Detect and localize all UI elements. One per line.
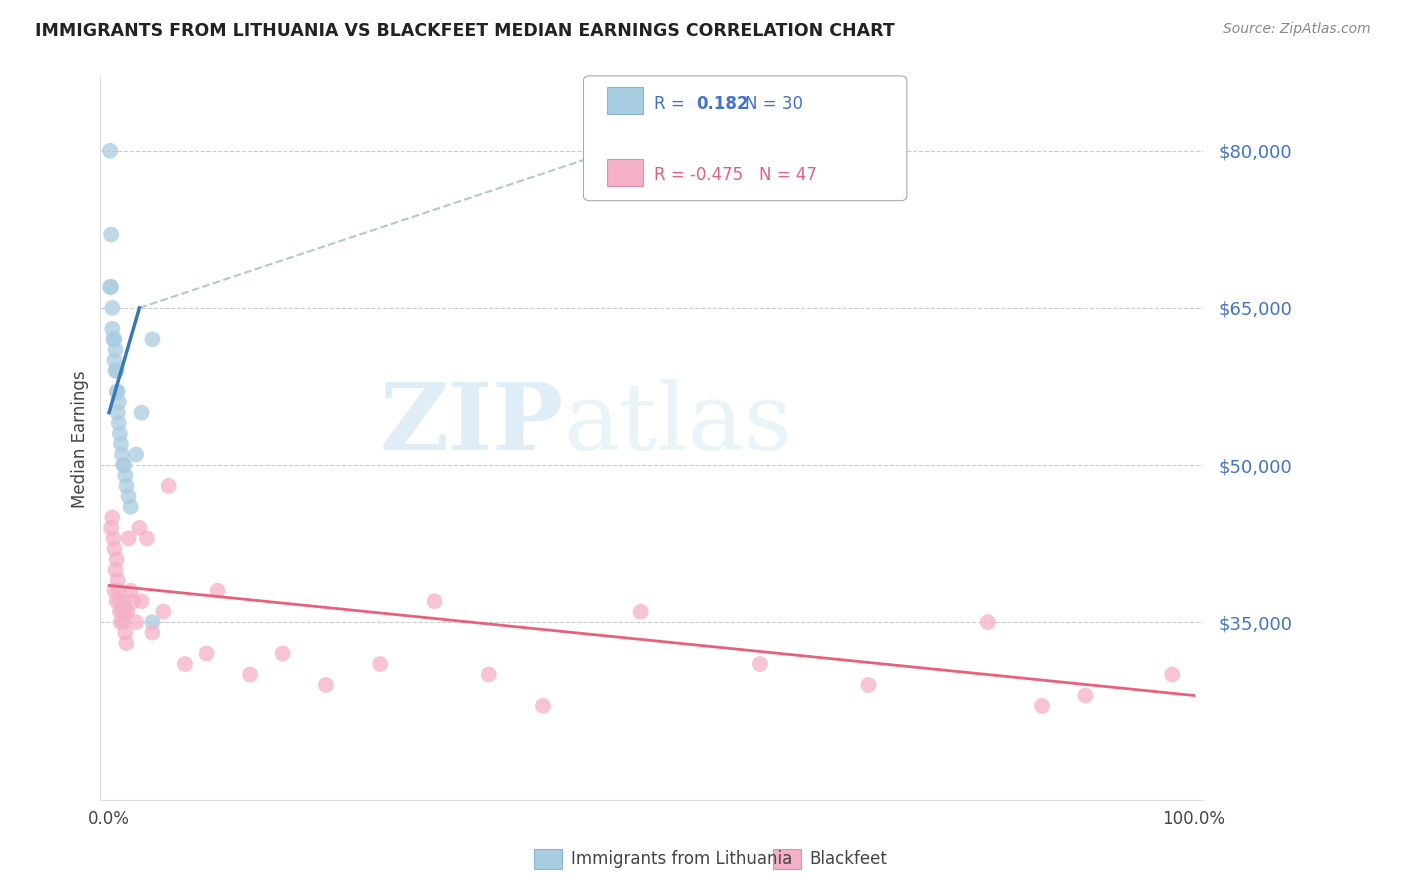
Text: Immigrants from Lithuania: Immigrants from Lithuania (571, 850, 792, 868)
Point (141, 615, 163, 629)
Point (112, 594, 135, 608)
Point (98, 280, 121, 294)
Point (101, 301, 124, 315)
Point (207, 583, 229, 598)
Point (115, 636, 138, 650)
Point (103, 353, 125, 368)
Text: atlas: atlas (564, 379, 793, 469)
Point (131, 594, 153, 608)
Point (111, 605, 134, 619)
Point (104, 364, 127, 378)
Point (108, 426, 131, 441)
Text: Blackfeet: Blackfeet (810, 850, 887, 868)
Point (104, 343, 127, 357)
Point (977, 615, 1000, 629)
Point (239, 667, 262, 681)
Point (108, 605, 131, 619)
Point (103, 541, 125, 556)
Text: N = 30: N = 30 (745, 95, 803, 112)
Point (114, 468, 136, 483)
Point (105, 552, 128, 566)
Point (111, 448, 134, 462)
Point (107, 583, 129, 598)
Point (117, 532, 139, 546)
Point (103, 332, 125, 346)
Point (103, 583, 125, 598)
Point (125, 448, 148, 462)
Point (100, 227, 122, 242)
Point (107, 384, 129, 399)
Point (117, 490, 139, 504)
Point (131, 406, 153, 420)
Point (112, 615, 135, 629)
Point (105, 594, 128, 608)
Point (100, 280, 122, 294)
Point (1031, 698, 1053, 713)
Point (114, 605, 136, 619)
Point (105, 364, 128, 378)
Point (478, 667, 501, 681)
Point (98, 144, 121, 158)
Point (115, 479, 138, 493)
Point (858, 678, 880, 692)
Point (368, 657, 391, 671)
Text: IMMIGRANTS FROM LITHUANIA VS BLACKFEET MEDIAN EARNINGS CORRELATION CHART: IMMIGRANTS FROM LITHUANIA VS BLACKFEET M… (35, 22, 894, 40)
Point (630, 605, 652, 619)
Text: R =: R = (654, 95, 685, 112)
Point (174, 657, 197, 671)
Point (136, 532, 159, 546)
Point (104, 563, 127, 577)
Point (112, 458, 135, 472)
Point (107, 416, 129, 430)
Point (749, 657, 772, 671)
Point (117, 605, 139, 619)
Point (141, 332, 163, 346)
Point (195, 647, 218, 661)
Point (110, 615, 132, 629)
Point (315, 678, 337, 692)
Point (107, 406, 129, 420)
Text: ZIP: ZIP (380, 379, 564, 469)
Point (114, 625, 136, 640)
Point (423, 594, 446, 608)
Text: Source: ZipAtlas.com: Source: ZipAtlas.com (1223, 22, 1371, 37)
Point (1074, 689, 1097, 703)
Point (141, 625, 163, 640)
Point (152, 605, 174, 619)
Point (125, 615, 148, 629)
Point (531, 698, 554, 713)
Point (271, 647, 294, 661)
Point (107, 573, 129, 587)
Point (128, 521, 150, 535)
Point (107, 395, 129, 409)
Y-axis label: Median Earnings: Median Earnings (72, 370, 89, 508)
Point (105, 384, 128, 399)
Text: R = -0.475: R = -0.475 (654, 166, 742, 184)
Point (1161, 667, 1184, 681)
Point (103, 332, 125, 346)
Text: N = 47: N = 47 (759, 166, 817, 184)
Point (110, 437, 132, 451)
Text: 0.182: 0.182 (696, 95, 748, 112)
Point (112, 458, 135, 472)
Point (101, 510, 124, 524)
Point (120, 583, 142, 598)
Point (108, 594, 131, 608)
Point (100, 521, 122, 535)
Point (157, 479, 180, 493)
Point (122, 594, 145, 608)
Point (101, 322, 124, 336)
Point (120, 500, 142, 514)
Point (103, 532, 125, 546)
